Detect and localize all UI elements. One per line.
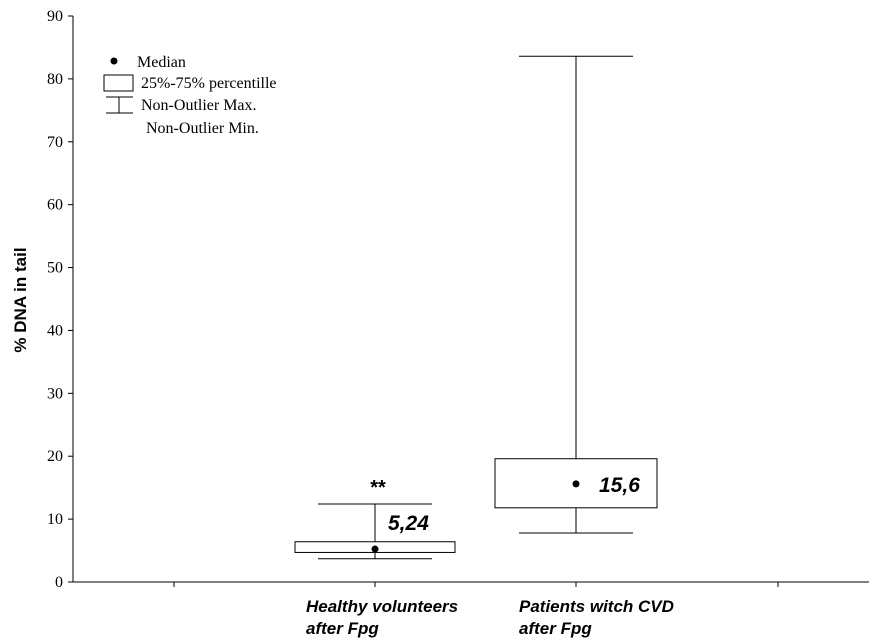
legend-box-swatch: [103, 74, 134, 92]
legend-median-dot: [110, 57, 118, 65]
y-tick-label: 20: [47, 448, 63, 465]
y-tick-label: 80: [47, 71, 63, 88]
category-label-line2: after Fpg: [519, 619, 592, 638]
category-label-line2: after Fpg: [306, 619, 379, 638]
category-label-line1: Healthy volunteers: [306, 597, 458, 616]
box-series: 5,24**: [294, 477, 456, 560]
category-label-line1: Patients witch CVD: [519, 597, 674, 616]
axes: [72, 16, 869, 583]
box-series: 15,6: [494, 55, 658, 534]
y-tick-label: 90: [47, 8, 63, 25]
median-dot: [572, 480, 580, 488]
y-tick-label: 70: [47, 134, 63, 151]
category-label-group: Healthy volunteers after Fpg Patients witc…: [306, 597, 674, 638]
y-tick-group: 0 10 20 30 40 50 60 70 80 90: [47, 8, 73, 591]
legend-label-percentile: 25%-75% percentille: [141, 75, 277, 92]
y-tick-label: 30: [47, 385, 63, 402]
y-tick-label: 10: [47, 511, 63, 528]
significance-label: **: [370, 477, 386, 499]
y-tick-label: 0: [55, 574, 63, 591]
y-tick-label: 40: [47, 322, 63, 339]
legend-label-min: Non-Outlier Min.: [146, 120, 259, 137]
x-tick-group: [173, 582, 779, 587]
legend-label-max: Non-Outlier Max.: [141, 97, 257, 114]
median-dot: [371, 545, 379, 553]
legend: Median 25%-75% percentille Non-Outlier Max…: [103, 54, 277, 137]
legend-label-median: Median: [137, 54, 186, 71]
y-tick-label: 60: [47, 197, 63, 214]
y-tick-label: 50: [47, 260, 63, 277]
median-label: 5,24: [388, 512, 429, 535]
y-axis-title: % DNA in tail: [11, 247, 30, 352]
median-label: 15,6: [599, 474, 640, 497]
box-group: 5,24** 15,6: [294, 55, 658, 560]
